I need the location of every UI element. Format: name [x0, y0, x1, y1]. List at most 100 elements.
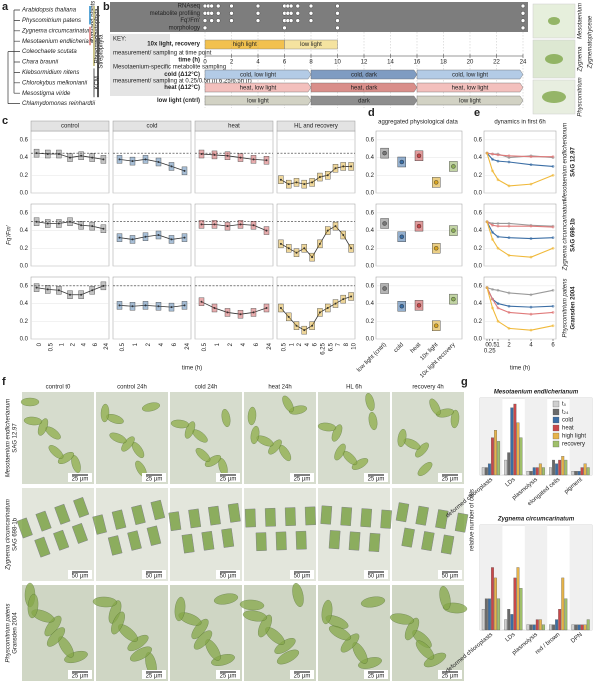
legend-label: cold	[562, 418, 573, 424]
point	[80, 293, 83, 296]
bar	[519, 437, 523, 476]
cell	[389, 613, 415, 625]
point	[529, 224, 533, 228]
strip-title: heat	[228, 124, 240, 130]
y-tick-label: 0.2	[20, 173, 29, 179]
point	[491, 152, 494, 156]
point	[279, 242, 282, 245]
y-axis-title: relative number of cells	[470, 489, 476, 551]
point	[91, 289, 94, 292]
cell	[213, 593, 239, 605]
filament-cell	[275, 531, 287, 551]
panel-label: c	[2, 115, 8, 127]
point	[507, 224, 511, 228]
cell	[250, 425, 260, 445]
sampling-dot	[282, 25, 287, 31]
point	[102, 284, 105, 287]
bar	[516, 567, 520, 631]
bar	[507, 609, 511, 631]
cell	[193, 630, 213, 650]
scale-bar-label: 25 µm	[368, 674, 385, 680]
point	[491, 288, 494, 291]
bar	[513, 403, 517, 476]
bar	[529, 624, 533, 631]
micrograph-species: Physcomitrium patens	[6, 603, 12, 662]
legend-swatch	[552, 408, 560, 416]
median-point	[382, 150, 387, 156]
x-tick-label: 6.5	[328, 342, 334, 351]
bar	[558, 609, 562, 631]
filament-cell	[435, 509, 449, 530]
y-tick-label: 0.2	[20, 246, 29, 252]
bar	[494, 430, 497, 476]
filament-cell	[127, 530, 142, 551]
bar	[535, 619, 539, 631]
median-point	[451, 296, 456, 302]
point	[303, 183, 306, 186]
taxon-name: Chlorokybus melkonianii	[22, 80, 88, 86]
sampling-label: morphology	[169, 25, 200, 31]
x-tick-label: 4	[241, 342, 247, 346]
x-tick-label: 8	[344, 342, 350, 346]
y-tick-label: 0.4	[474, 301, 483, 307]
legend-label: recovery	[562, 442, 585, 448]
sampling-dot	[335, 25, 340, 31]
cell	[111, 611, 125, 635]
bar	[497, 598, 501, 631]
filament-cell	[201, 530, 215, 551]
point	[496, 235, 500, 239]
point	[239, 313, 242, 316]
scale-bar-box	[364, 670, 388, 679]
point	[529, 237, 533, 240]
sampling-bg	[110, 2, 528, 32]
median-point	[451, 228, 456, 233]
cell	[20, 397, 40, 407]
sampling-dot	[255, 18, 261, 23]
x-tick-label: 0.5	[281, 342, 287, 351]
panel-bg	[112, 203, 192, 267]
sampling-dot	[288, 11, 294, 16]
bar	[583, 624, 587, 631]
trend-line	[119, 234, 185, 240]
sampling-dot	[295, 11, 300, 16]
filament-cell	[360, 508, 373, 528]
condition-segment	[310, 95, 418, 106]
filament-cell	[380, 509, 392, 529]
cell	[239, 599, 265, 611]
cell	[282, 395, 294, 413]
trend-line	[119, 304, 185, 308]
species-photo-label: Physcomitrium	[578, 77, 584, 116]
bar	[519, 588, 523, 631]
point	[529, 305, 533, 309]
time-tick-label: 16	[414, 60, 421, 66]
point	[213, 153, 216, 156]
micrograph-column-title: control t0	[46, 385, 71, 391]
point	[496, 159, 500, 163]
bar	[586, 467, 590, 476]
point	[491, 230, 494, 234]
point	[326, 229, 329, 232]
point	[303, 247, 306, 250]
sampling-dot	[335, 11, 340, 16]
filament-cell	[454, 512, 469, 533]
bar	[487, 463, 491, 476]
scale-bar-label: 25 µm	[220, 477, 237, 483]
bar	[538, 619, 542, 631]
y-tick-label: 0.6	[20, 283, 29, 289]
filament-cell	[71, 523, 88, 544]
x-axis-title: time (h)	[510, 366, 530, 372]
scale-bar-label: 25 µm	[220, 674, 237, 680]
sampling-dot	[308, 18, 314, 23]
filament-cell	[368, 532, 381, 552]
point	[491, 297, 494, 301]
filament-cell	[34, 536, 51, 558]
y-tick-label: 0.0	[474, 264, 483, 270]
taxon-name: Chlamydomonas reinhardtii	[22, 101, 96, 107]
filament-cell	[35, 510, 52, 532]
cell	[429, 398, 441, 416]
y-tick-label: 0.6	[20, 137, 29, 143]
category-label: pigment	[564, 477, 584, 496]
key-box	[110, 34, 170, 96]
cell	[292, 583, 304, 607]
filament-cell	[320, 505, 333, 525]
